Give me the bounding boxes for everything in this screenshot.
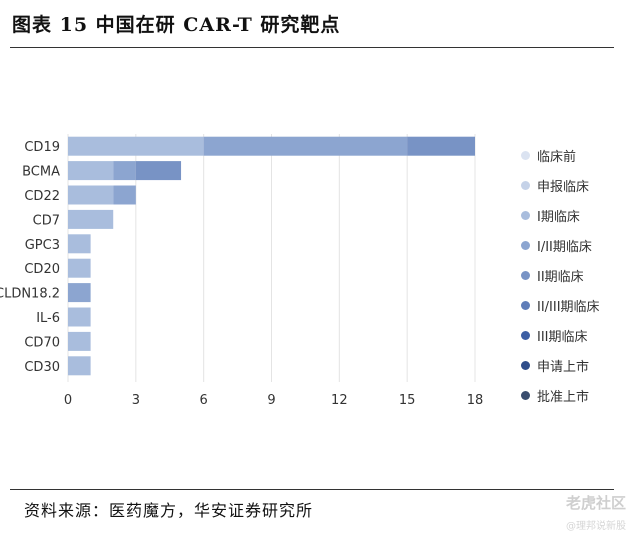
category-label: CD22 <box>24 189 60 204</box>
source-note: 资料来源：医药魔方，华安证券研究所 <box>24 501 314 520</box>
legend-item: 批准上市 <box>521 380 600 410</box>
watermark-sub: @理邦说新股 <box>566 521 626 532</box>
legend-marker <box>521 300 530 310</box>
x-tick-label: 18 <box>467 393 484 408</box>
legend-label: I/II期临床 <box>537 239 592 255</box>
legend-label: I期临床 <box>537 209 580 225</box>
legend-marker <box>521 150 530 160</box>
bar-segment <box>203 136 408 156</box>
bar-segment <box>407 136 475 156</box>
category-label: CD70 <box>24 335 60 350</box>
legend-label: 临床前 <box>537 149 577 165</box>
legend-item: 申请上市 <box>521 350 600 380</box>
legend-item: II期临床 <box>521 260 600 290</box>
bar-segment <box>68 258 91 278</box>
x-tick-label: 3 <box>132 393 140 408</box>
x-tick-label: 12 <box>331 393 348 408</box>
legend-item: I/II期临床 <box>521 230 600 260</box>
legend-label: 申报临床 <box>537 179 590 195</box>
bar-segment <box>68 283 91 303</box>
watermark: 老虎社区 <box>565 494 626 512</box>
legend-item: 申报临床 <box>521 170 600 200</box>
legend-label: III期临床 <box>537 329 588 345</box>
legend-label: II期临床 <box>537 269 584 285</box>
legend-marker <box>521 330 530 340</box>
bar-segment <box>68 209 114 229</box>
category-label: GPC3 <box>25 238 60 253</box>
legend-marker <box>521 390 530 400</box>
bar-segment <box>68 331 91 351</box>
category-label: CD30 <box>24 360 60 375</box>
x-tick-label: 9 <box>267 393 275 408</box>
legend-marker <box>521 270 530 280</box>
legend-label: 批准上市 <box>537 389 590 405</box>
footer-rule <box>10 489 614 490</box>
legend-marker <box>521 180 530 190</box>
bar-segment <box>113 161 136 181</box>
x-tick-label: 15 <box>399 393 416 408</box>
bar-segment <box>68 136 204 156</box>
bar-segment <box>68 185 114 205</box>
legend-marker <box>521 240 530 250</box>
category-label: CD19 <box>24 140 60 155</box>
bar-segment <box>113 185 136 205</box>
legend-marker <box>521 360 530 370</box>
category-label: CD7 <box>33 213 60 228</box>
legend-label: 申请上市 <box>537 359 590 375</box>
category-label: CLDN18.2 <box>0 287 60 302</box>
legend-item: 临床前 <box>521 140 600 170</box>
category-label: BCMA <box>22 165 60 180</box>
bar-segment <box>68 307 91 327</box>
bar-segment <box>135 161 182 181</box>
bar-segment <box>68 356 91 376</box>
legend-item: II/III期临床 <box>521 290 600 320</box>
title-rule <box>10 47 614 48</box>
legend-item: I期临床 <box>521 200 600 230</box>
legend-label: II/III期临床 <box>537 299 600 315</box>
legend-item: III期临床 <box>521 320 600 350</box>
category-label: CD20 <box>24 262 60 277</box>
bar-segment <box>68 161 114 181</box>
x-tick-label: 0 <box>64 393 72 408</box>
legend: 临床前申报临床 I期临床 I/II期临床 II期临床 II/III期临床 III期临床 申请… <box>521 140 600 410</box>
legend-marker <box>521 210 530 220</box>
bar-segment <box>68 234 91 254</box>
x-tick-label: 6 <box>200 393 208 408</box>
chart-title: 图表 15 中国在研 CAR-T 研究靶点 <box>12 14 341 36</box>
category-label: IL-6 <box>36 311 60 326</box>
